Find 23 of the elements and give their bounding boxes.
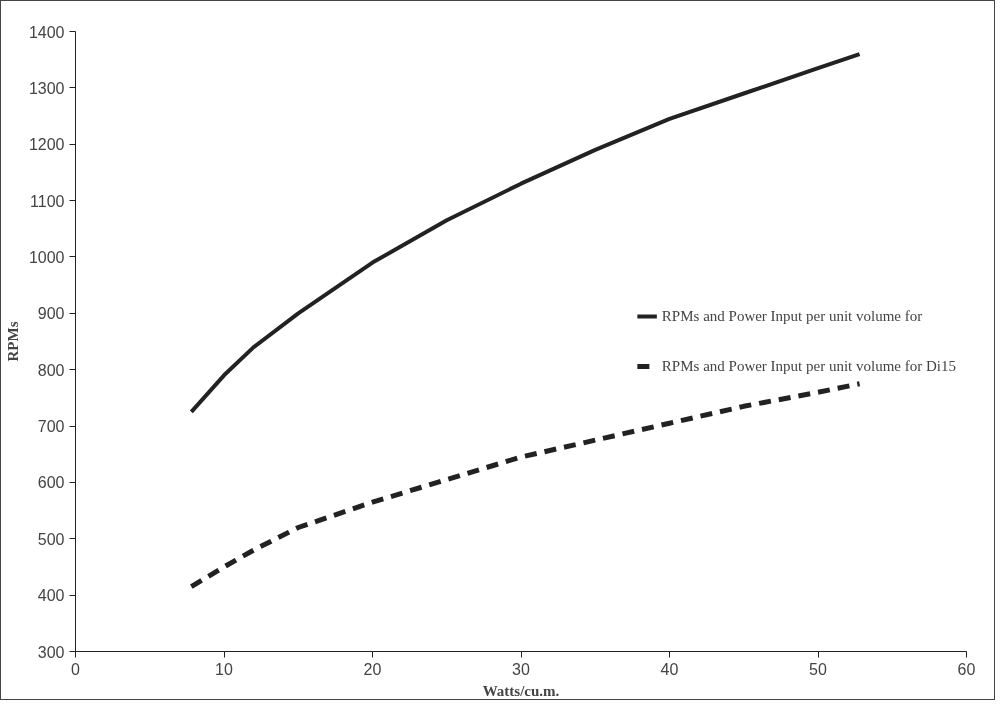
y-tick-label: 700 (37, 418, 65, 436)
y-tick-label: 400 (37, 587, 65, 605)
y-tick-label: 1000 (28, 248, 65, 266)
legend-label: RPMs and Power Input per unit volume for (661, 307, 923, 325)
y-tick-label: 1100 (30, 192, 65, 210)
x-tick-label: 60 (957, 660, 976, 678)
x-tick-label: 10 (215, 660, 233, 678)
y-tick-label: 300 (37, 643, 65, 661)
x-tick-label: 50 (809, 660, 827, 678)
y-tick-label: 1200 (28, 136, 65, 154)
x-axis-title: Watts/cu.m. (482, 682, 560, 699)
y-tick-label: 1400 (28, 23, 65, 41)
y-axis-title: RPMs (4, 321, 21, 362)
y-tick-label: 1300 (28, 79, 65, 97)
y-tick-label: 800 (37, 361, 65, 379)
y-tick-label: 600 (37, 474, 65, 492)
y-tick-label: 900 (37, 305, 65, 323)
x-tick-label: 20 (363, 660, 382, 678)
x-tick-label: 40 (660, 660, 679, 678)
x-tick-label: 0 (71, 660, 81, 678)
x-tick-label: 30 (512, 660, 530, 678)
legend-label: RPMs and Power Input per unit volume for Di15 (661, 357, 956, 375)
y-tick-label: 500 (37, 530, 65, 548)
